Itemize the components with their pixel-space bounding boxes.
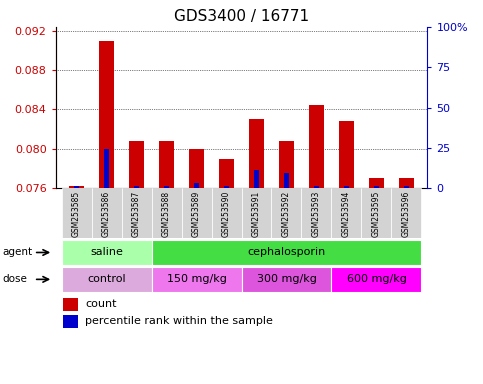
Text: dose: dose [2,274,28,285]
Text: GSM253590: GSM253590 [222,191,231,237]
Text: 300 mg/kg: 300 mg/kg [256,274,316,285]
Text: 600 mg/kg: 600 mg/kg [346,274,406,285]
Bar [61,267,152,292]
Text: GSM253594: GSM253594 [342,191,351,237]
Bar [374,186,379,188]
Bar [224,186,229,188]
Bar [344,186,349,188]
Bar [61,188,92,238]
Bar [63,315,78,328]
Bar [104,149,109,188]
Bar [369,178,384,188]
Bar [331,188,361,238]
Title: GDS3400 / 16771: GDS3400 / 16771 [174,9,309,24]
Bar [314,186,319,188]
Text: GSM253588: GSM253588 [162,191,171,237]
Bar [242,267,331,292]
Text: agent: agent [2,247,32,258]
Bar [242,188,271,238]
Bar [152,267,242,292]
Bar [134,186,139,188]
Text: GSM253585: GSM253585 [72,191,81,237]
Bar [92,188,122,238]
Bar [61,240,152,265]
Text: GSM253596: GSM253596 [402,191,411,237]
Bar [249,119,264,188]
Bar [301,188,331,238]
Bar [254,170,259,188]
Bar [271,188,301,238]
Bar [279,141,294,188]
Bar [404,186,409,188]
Bar [74,186,79,188]
Bar [212,188,242,238]
Text: GSM253591: GSM253591 [252,191,261,237]
Text: GSM253595: GSM253595 [372,191,381,237]
Bar [152,188,182,238]
Bar [284,174,289,188]
Bar [331,267,422,292]
Bar [63,298,78,311]
Text: GSM253589: GSM253589 [192,191,201,237]
Bar [164,186,169,188]
Text: cephalosporin: cephalosporin [247,247,326,258]
Bar [189,149,204,188]
Bar [152,240,422,265]
Text: saline: saline [90,247,123,258]
Text: count: count [85,299,117,309]
Bar [194,183,199,188]
Text: control: control [87,274,126,285]
Bar [361,188,391,238]
Text: percentile rank within the sample: percentile rank within the sample [85,316,273,326]
Text: GSM253587: GSM253587 [132,191,141,237]
Text: GSM253593: GSM253593 [312,191,321,237]
Bar [339,121,354,188]
Bar [69,186,84,188]
Bar [99,41,114,188]
Bar [391,188,422,238]
Bar [399,178,414,188]
Bar [122,188,152,238]
Text: 150 mg/kg: 150 mg/kg [167,274,227,285]
Bar [129,141,144,188]
Bar [182,188,212,238]
Bar [309,104,324,188]
Bar [219,159,234,188]
Bar [159,141,174,188]
Text: GSM253586: GSM253586 [102,191,111,237]
Text: GSM253592: GSM253592 [282,191,291,237]
